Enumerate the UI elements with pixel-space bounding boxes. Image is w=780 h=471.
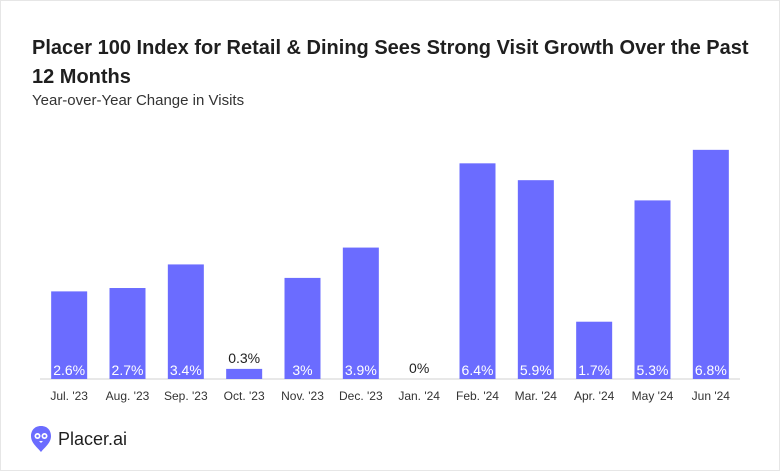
data-label: 0.3%	[228, 350, 260, 366]
x-tick-label: Feb. '24	[456, 389, 499, 403]
bar	[342, 247, 379, 379]
bar	[284, 277, 321, 379]
x-tick-label: Aug. '23	[106, 389, 150, 403]
x-tick-label: Sep. '23	[164, 389, 208, 403]
data-label: 0%	[409, 360, 429, 376]
data-label: 3.4%	[170, 362, 202, 378]
x-tick-label: Jun '24	[692, 389, 731, 403]
data-label: 2.7%	[112, 362, 144, 378]
data-label: 3.9%	[345, 362, 377, 378]
bar	[459, 163, 496, 379]
x-tick-label: Nov. '23	[281, 389, 324, 403]
bar	[634, 200, 671, 379]
placer-owl-icon	[31, 426, 51, 452]
bar	[692, 149, 729, 379]
bar	[517, 180, 554, 379]
x-tick-label: Apr. '24	[574, 389, 615, 403]
bar	[167, 264, 204, 379]
data-label: 5.3%	[637, 362, 669, 378]
bar	[226, 368, 263, 379]
brand-name: Placer.ai	[58, 428, 128, 449]
data-label: 3%	[292, 362, 312, 378]
x-tick-label: Jul. '23	[50, 389, 88, 403]
chart-title: Placer 100 Index for Retail & Dining See…	[32, 37, 749, 88]
x-tick-label: Oct. '23	[224, 389, 265, 403]
data-label: 6.4%	[462, 362, 494, 378]
data-label: 1.7%	[578, 362, 610, 378]
brand-logo: Placer.ai	[30, 424, 127, 454]
x-tick-label: May '24	[632, 389, 674, 403]
chart-subtitle: Year-over-Year Change in Visits	[32, 92, 245, 109]
bar	[109, 288, 146, 379]
data-label: 6.8%	[695, 362, 727, 378]
x-tick-label: Dec. '23	[339, 389, 383, 403]
x-tick-label: Jan. '24	[398, 389, 440, 403]
data-label: 2.6%	[53, 362, 85, 378]
x-tick-label: Mar. '24	[515, 389, 558, 403]
bar	[51, 291, 88, 379]
data-label: 5.9%	[520, 362, 552, 378]
bar	[576, 321, 613, 379]
